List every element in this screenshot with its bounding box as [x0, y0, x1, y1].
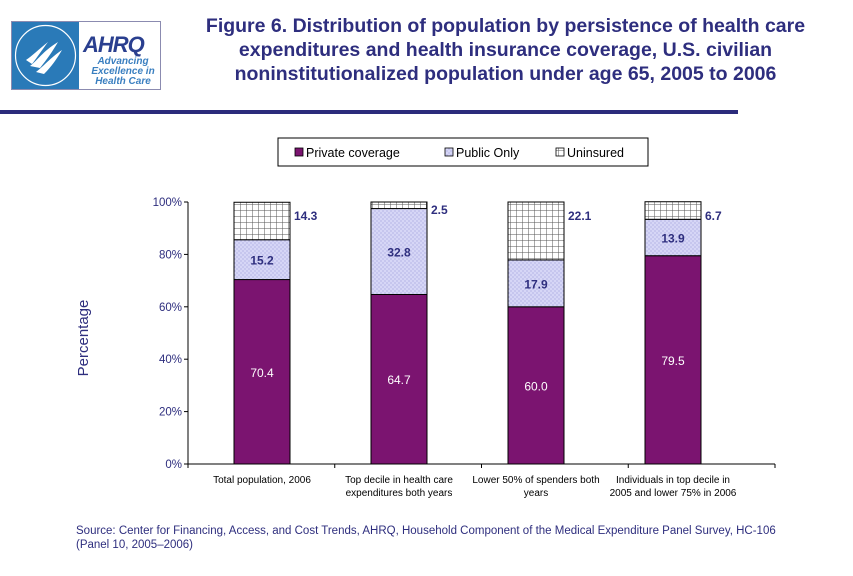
data-label-3-series-0: 79.5: [661, 354, 685, 368]
category-label-3: Individuals in top decile in 2005 and low…: [610, 475, 737, 499]
source-note: Source: Center for Financing, Access, an…: [76, 525, 776, 551]
hhs-seal-icon: [12, 22, 79, 89]
y-tick-label-3: 60%: [159, 302, 182, 314]
legend-label-2: Uninsured: [567, 146, 624, 160]
bar-2-series-1: [507, 259, 565, 308]
figure-title: Figure 6. Distribution of population by …: [205, 15, 806, 85]
data-label-1-series-1: 32.8: [387, 246, 411, 260]
data-label-2-series-2: 22.1: [568, 209, 592, 223]
ahrq-wordmark: AHRQ: [83, 32, 145, 57]
category-label-0: Total population, 2006: [213, 475, 311, 486]
header: AHRQ Advancing Excellence in Health Care…: [0, 0, 853, 110]
ahrq-logo: AHRQ Advancing Excellence in Health Care: [11, 21, 161, 90]
data-label-2-series-1: 17.9: [524, 277, 548, 291]
y-tick-label-5: 100%: [153, 197, 182, 209]
title-divider: [0, 110, 738, 114]
bars: 70.4 15.2 14.3 64.7 32.8 2.5 60.0 17.9 22.1 79.5 1…: [233, 201, 722, 465]
data-label-0-series-0: 70.4: [250, 366, 274, 380]
data-label-1-series-2: 2.5: [431, 203, 448, 217]
legend-swatch-0: [294, 147, 304, 157]
bar-3-series-2: [644, 201, 702, 220]
data-label-1-series-0: 64.7: [387, 373, 411, 387]
bar-3-series-1: [644, 218, 702, 257]
category-label-2: Lower 50% of spenders both years: [472, 475, 599, 499]
data-label-0-series-2: 14.3: [294, 209, 318, 223]
y-tick-label-0: 0%: [165, 459, 182, 471]
y-tick-label-1: 20%: [159, 407, 182, 419]
bar-2-series-0: [507, 306, 565, 465]
data-label-0-series-1: 15.2: [250, 254, 274, 268]
bar-3-series-0: [644, 255, 702, 465]
bar-2-series-2: [507, 201, 565, 261]
legend: Private coverage Public Only Uninsured: [277, 137, 649, 167]
data-label-3-series-2: 6.7: [705, 209, 722, 223]
legend-box: [277, 137, 649, 167]
bar-1-series-1: [370, 208, 428, 295]
bar-1-series-0: [370, 293, 428, 465]
legend-swatch-1: [444, 147, 454, 157]
bar-1-series-2: [370, 201, 428, 210]
data-label-2-series-0: 60.0: [524, 379, 548, 393]
bar-0-series-1: [233, 239, 291, 281]
bar-0-series-2: [233, 201, 291, 241]
category-label-1: Top decile in health care expenditures bo…: [345, 475, 453, 499]
ahrq-tagline: Advancing Excellence in Health Care: [91, 56, 155, 87]
y-tick-label-2: 40%: [159, 354, 182, 366]
y-axis-label: Percentage: [75, 300, 92, 377]
legend-label-0: Private coverage: [306, 146, 400, 160]
data-label-3-series-1: 13.9: [661, 232, 685, 246]
x-axis-labels: Total population, 2006 Top decile in heal…: [213, 475, 737, 499]
bar-0-series-0: [233, 279, 291, 465]
stacked-bar-chart: Private coverage Public Only Uninsured Per…: [75, 137, 776, 499]
legend-swatch-2: [555, 147, 565, 157]
legend-label-1: Public Only: [456, 146, 520, 160]
y-tick-label-4: 80%: [159, 249, 182, 261]
